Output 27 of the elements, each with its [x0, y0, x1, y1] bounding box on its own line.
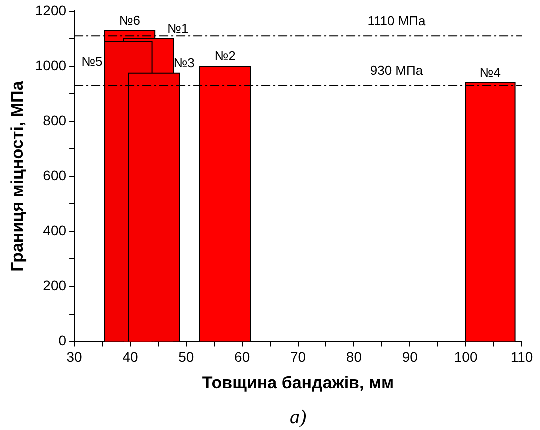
y-tick-label: 200: [43, 278, 67, 294]
y-tick-label: 800: [43, 112, 67, 128]
x-tick-label: 80: [346, 349, 362, 366]
y-tick-label: 600: [43, 167, 67, 184]
series-label: №1: [168, 21, 189, 36]
y-tick-label: 400: [43, 222, 67, 239]
x-tick-label: 30: [66, 349, 83, 366]
y-tick-label: 0: [58, 332, 67, 349]
x-axis-title: Товщина бандажів, мм: [202, 373, 394, 392]
series-label: №4: [480, 65, 501, 80]
x-tick-label: 70: [290, 349, 306, 366]
series-label: №2: [214, 48, 236, 64]
x-tick-label: 60: [234, 349, 250, 366]
x-tick-label: 110: [510, 349, 534, 366]
x-tick-label: 50: [178, 349, 194, 366]
series-label: №3: [174, 55, 195, 70]
ref-line-label: 930 МПа: [370, 62, 424, 78]
ref-line-label: 1110 МПа: [368, 13, 426, 28]
x-tick-label: 100: [454, 349, 478, 366]
y-tick-label: 1200: [35, 2, 67, 18]
series-label: №6: [119, 12, 141, 28]
series-label: №5: [82, 54, 103, 69]
x-tick-label: 90: [402, 349, 418, 366]
y-axis-title: Границя міцності, МПа: [8, 80, 27, 272]
y-tick-label: 1000: [35, 57, 67, 74]
x-tick-label: 40: [122, 349, 138, 366]
text: а): [290, 406, 307, 428]
